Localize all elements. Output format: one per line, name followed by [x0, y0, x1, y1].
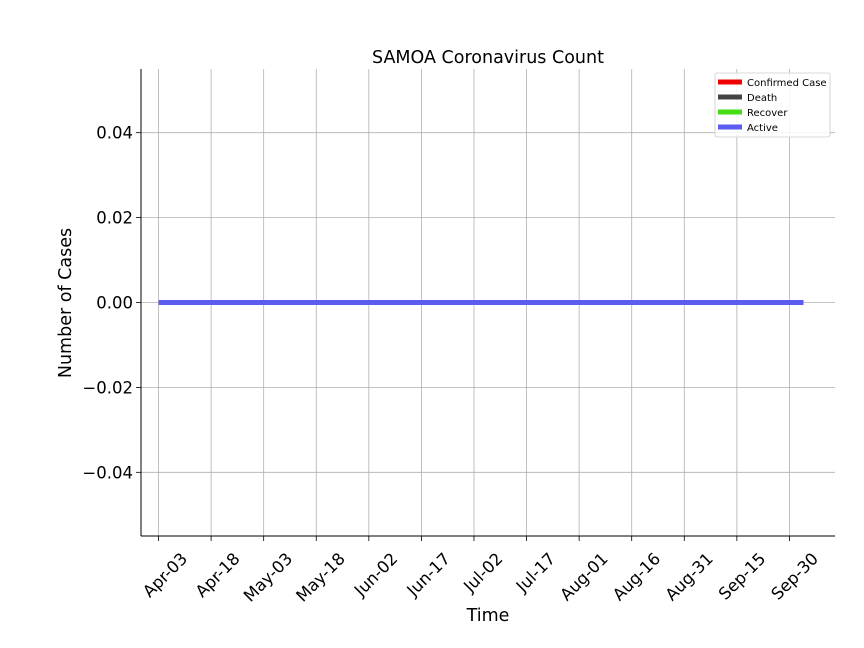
y-tick-label: 0.00 [96, 294, 133, 313]
x-tick-label: Apr-03 [139, 549, 191, 601]
legend-box [714, 72, 831, 138]
x-tick-label: Jun-02 [350, 549, 401, 600]
legend: Confirmed Case Death Recover Active [714, 72, 831, 138]
y-axis-label: Number of Cases [56, 228, 76, 378]
x-tick-label: Jul-02 [459, 549, 506, 596]
x-tick-label: Aug-01 [556, 549, 611, 604]
x-tick-label: Apr-18 [192, 549, 244, 601]
x-tick-label: Jul-17 [512, 549, 559, 596]
x-tick-label: Aug-16 [609, 549, 664, 604]
legend-label: Active [747, 123, 778, 134]
y-tick-label: −0.04 [82, 463, 133, 482]
x-tick-label: May-18 [292, 549, 348, 605]
legend-label: Death [747, 93, 777, 104]
x-tick-label: Sep-15 [715, 549, 769, 603]
legend-label: Recover [747, 108, 788, 119]
y-tick-label: −0.02 [82, 378, 133, 397]
x-axis-label: Time [466, 606, 510, 626]
x-tick-label: May-03 [240, 549, 296, 605]
y-ticks: −0.04 −0.02 0.00 0.02 0.04 [82, 124, 141, 482]
y-tick-label: 0.04 [96, 124, 133, 143]
y-tick-label: 0.02 [96, 209, 133, 228]
x-tick-label: Jun-17 [403, 549, 454, 600]
chart-title: SAMOA Coronavirus Count [372, 48, 604, 68]
x-tick-label: Sep-30 [768, 549, 822, 603]
x-tick-label: Aug-31 [662, 549, 717, 604]
legend-label: Confirmed Case [747, 78, 827, 89]
